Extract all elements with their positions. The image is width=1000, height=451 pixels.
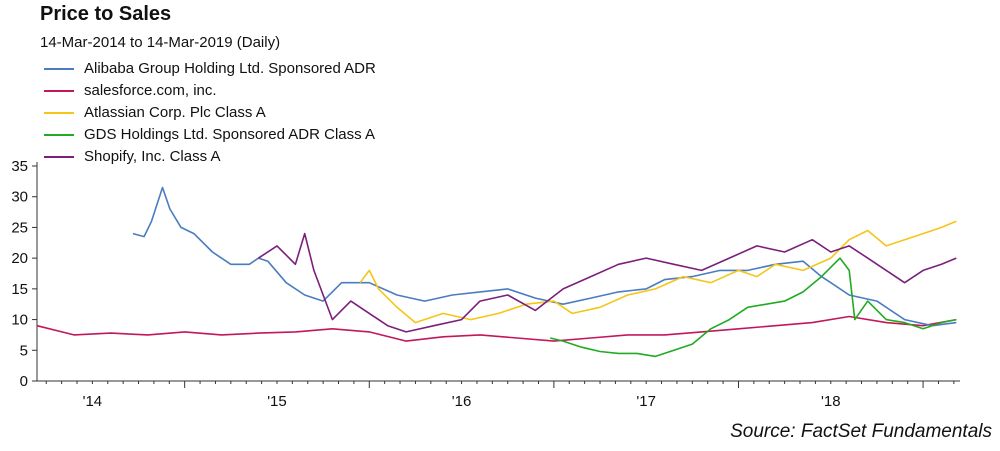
y-axis: 0 5 10 15 20 25 30 35 bbox=[11, 158, 38, 390]
legend-swatch-salesforce bbox=[44, 90, 74, 92]
legend-label-salesforce: salesforce.com, inc. bbox=[84, 82, 217, 99]
x-axis: '14 '15 '16 '17 '18 bbox=[37, 380, 960, 410]
source-note: Source: FactSet Fundamentals bbox=[730, 421, 992, 442]
x-tick-label: '18 bbox=[821, 393, 841, 410]
y-tick-label: 10 bbox=[11, 312, 28, 329]
legend: Alibaba Group Holding Ltd. Sponsored ADR… bbox=[40, 58, 376, 168]
legend-label-gds: GDS Holdings Ltd. Sponsored ADR Class A bbox=[84, 126, 375, 143]
legend-label-shopify: Shopify, Inc. Class A bbox=[84, 148, 221, 165]
legend-swatch-gds bbox=[44, 134, 74, 136]
y-tick-label: 15 bbox=[11, 281, 28, 298]
y-tick-label: 30 bbox=[11, 189, 28, 206]
x-tick-label: '16 bbox=[452, 393, 472, 410]
series-line-shopify bbox=[258, 232, 957, 333]
series-line-gds bbox=[550, 257, 957, 358]
legend-swatch-alibaba bbox=[44, 68, 74, 70]
x-tick-label: '14 bbox=[83, 393, 103, 410]
legend-label-atlassian: Atlassian Corp. Plc Class A bbox=[84, 104, 266, 121]
legend-swatch-shopify bbox=[44, 156, 74, 158]
y-tick-label: 0 bbox=[20, 373, 28, 390]
legend-item-alibaba: Alibaba Group Holding Ltd. Sponsored ADR bbox=[40, 58, 376, 80]
y-tick-label: 5 bbox=[20, 342, 28, 359]
y-tick-label: 25 bbox=[11, 219, 28, 236]
legend-label-alibaba: Alibaba Group Holding Ltd. Sponsored ADR bbox=[84, 60, 376, 77]
y-tick-label: 35 bbox=[11, 158, 28, 175]
legend-item-shopify: Shopify, Inc. Class A bbox=[40, 146, 376, 168]
chart-title: Price to Sales bbox=[40, 3, 172, 25]
y-tick-label: 20 bbox=[11, 250, 28, 267]
x-tick-label: '17 bbox=[636, 393, 656, 410]
series-lines bbox=[36, 186, 957, 358]
series-line-atlassian bbox=[359, 220, 957, 324]
legend-item-gds: GDS Holdings Ltd. Sponsored ADR Class A bbox=[40, 124, 376, 146]
series-line-salesforce bbox=[36, 315, 957, 342]
legend-item-salesforce: salesforce.com, inc. bbox=[40, 80, 376, 102]
chart-subtitle: 14-Mar-2014 to 14-Mar-2019 (Daily) bbox=[40, 34, 281, 51]
series-line-alibaba bbox=[132, 186, 957, 327]
x-tick-label: '15 bbox=[267, 393, 287, 410]
legend-item-atlassian: Atlassian Corp. Plc Class A bbox=[40, 102, 376, 124]
legend-swatch-atlassian bbox=[44, 112, 74, 114]
